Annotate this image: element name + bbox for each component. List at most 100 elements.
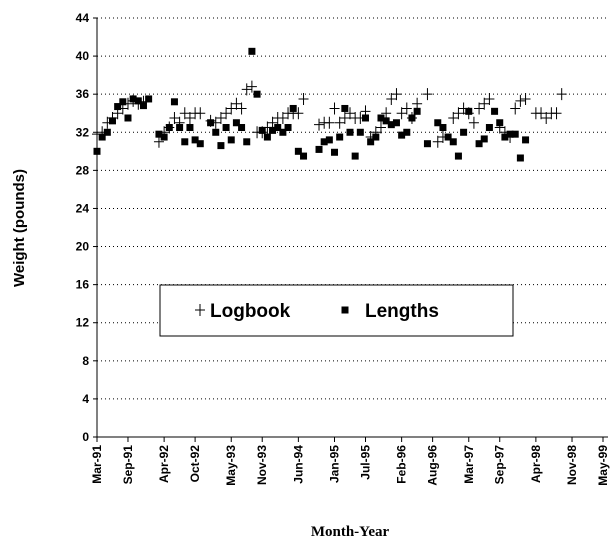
legend-marker	[195, 304, 205, 316]
point	[231, 97, 242, 110]
point	[372, 133, 380, 141]
point	[412, 97, 423, 110]
point	[460, 128, 468, 136]
point	[248, 47, 256, 55]
point	[361, 114, 369, 122]
point	[191, 136, 199, 144]
y-tick-label: 36	[76, 87, 90, 101]
point	[382, 117, 390, 125]
point	[491, 107, 499, 115]
point	[432, 135, 443, 148]
point	[298, 92, 309, 105]
point	[179, 107, 190, 120]
point	[320, 138, 328, 146]
point	[403, 128, 411, 136]
point	[434, 119, 442, 127]
point	[485, 124, 493, 132]
x-tick-label: Nov-98	[565, 445, 579, 485]
point	[496, 119, 504, 127]
y-tick-label: 0	[82, 430, 89, 444]
x-tick-label: Feb-96	[395, 445, 409, 484]
point	[186, 124, 194, 132]
point	[501, 133, 509, 141]
x-tick-label: Apr-92	[157, 445, 171, 483]
point	[356, 128, 364, 136]
point	[293, 107, 304, 120]
point	[114, 103, 122, 111]
x-tick-label: Mar-97	[462, 445, 476, 484]
y-axis-label: Weight (pounds)	[11, 169, 28, 287]
point	[511, 130, 519, 138]
point	[246, 80, 257, 93]
point	[139, 102, 147, 110]
point	[408, 114, 416, 122]
point	[413, 107, 421, 115]
point	[506, 130, 514, 138]
x-tick-label: Apr-98	[529, 445, 543, 483]
point	[331, 148, 339, 156]
x-tick-label: May-99	[596, 445, 610, 486]
point	[93, 147, 101, 155]
point	[324, 116, 335, 129]
point	[119, 98, 127, 106]
point	[479, 97, 490, 110]
point	[351, 152, 359, 160]
x-tick-label: Aug-96	[426, 445, 440, 486]
point	[221, 107, 232, 120]
point	[325, 136, 333, 144]
point	[475, 140, 483, 148]
point	[522, 136, 530, 144]
y-tick-label: 16	[76, 278, 90, 292]
point	[196, 140, 204, 148]
point	[289, 104, 297, 112]
point	[169, 111, 180, 124]
y-tick-label: 40	[76, 49, 90, 63]
y-tick-label: 20	[76, 240, 90, 254]
point	[401, 102, 412, 115]
point	[103, 128, 111, 136]
point	[258, 126, 266, 134]
point	[484, 92, 495, 105]
point	[129, 95, 137, 103]
point	[232, 119, 240, 127]
x-tick-label: Oct-92	[188, 445, 202, 483]
point	[153, 135, 164, 148]
point	[381, 107, 392, 120]
point	[241, 83, 252, 96]
point	[315, 145, 323, 153]
point	[423, 140, 431, 148]
y-tick-label: 24	[76, 201, 90, 215]
y-tick-label: 8	[82, 354, 89, 368]
point	[516, 154, 524, 162]
point	[377, 114, 385, 122]
x-tick-label: Sep-97	[493, 445, 507, 485]
point	[226, 102, 237, 115]
point	[145, 95, 153, 103]
point	[124, 114, 132, 122]
point	[520, 92, 531, 105]
point	[253, 90, 261, 98]
legend-marker	[341, 306, 349, 314]
point	[387, 121, 395, 129]
point	[396, 107, 407, 120]
point	[184, 111, 195, 124]
point	[551, 107, 562, 120]
point	[155, 130, 163, 138]
x-tick-label: Jul-95	[358, 445, 372, 480]
point	[448, 111, 459, 124]
point	[367, 138, 375, 146]
point	[277, 111, 288, 124]
point	[222, 124, 230, 132]
point	[468, 116, 479, 129]
point	[541, 111, 552, 124]
point	[386, 92, 397, 105]
point	[215, 111, 226, 124]
point	[345, 107, 355, 120]
x-tick-label: Jan-95	[328, 445, 342, 483]
y-tick-label: 4	[82, 392, 89, 406]
point	[346, 128, 354, 136]
y-tick-label: 12	[76, 316, 90, 330]
point	[108, 117, 116, 125]
point	[195, 107, 206, 120]
point	[212, 128, 220, 136]
